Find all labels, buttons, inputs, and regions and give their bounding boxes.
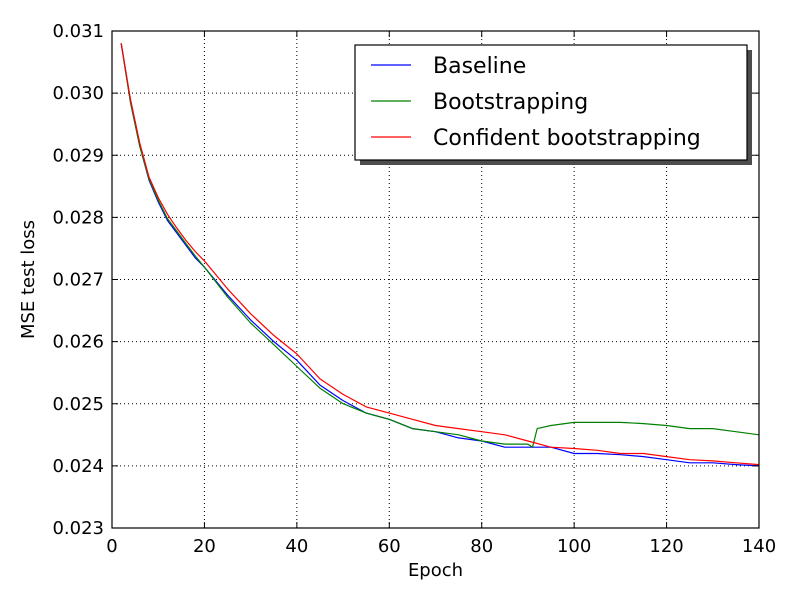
x-axis-label: Epoch — [408, 560, 463, 581]
legend-label-1: Bootstrapping — [433, 90, 588, 115]
y-tick-label: 0.025 — [52, 394, 104, 415]
series-line-2 — [120, 43, 760, 466]
legend-box — [354, 44, 748, 161]
y-tick-label: 0.031 — [52, 21, 104, 42]
y-tick-label: 0.028 — [52, 207, 104, 228]
x-tick-label: 120 — [649, 536, 683, 557]
tick-labels: 0 20 40 60 80 100 120 140 0.023 0.024 0.025 0.026 0.… — [52, 21, 776, 557]
y-tick-label: 0.026 — [52, 332, 104, 353]
y-axis-label: MSE test loss — [18, 220, 39, 339]
y-tick-label: 0.030 — [52, 83, 104, 104]
x-tick-label: 60 — [378, 536, 401, 557]
series-line-1 — [120, 43, 760, 448]
x-tick-label: 20 — [193, 536, 216, 557]
x-tick-label: 0 — [106, 536, 117, 557]
legend: Baseline Bootstrapping Confident bootstrap… — [354, 44, 752, 165]
ticks — [111, 30, 760, 529]
series-layer — [120, 43, 760, 467]
legend-label-2: Confident bootstrapping — [433, 126, 701, 151]
y-tick-label: 0.023 — [52, 518, 104, 539]
y-tick-label: 0.024 — [52, 456, 104, 477]
x-tick-label: 140 — [742, 536, 776, 557]
grid — [112, 31, 759, 528]
x-tick-label: 40 — [285, 536, 308, 557]
legend-label-0: Baseline — [433, 54, 526, 79]
y-tick-label: 0.027 — [52, 270, 104, 291]
y-tick-label: 0.029 — [52, 145, 104, 166]
x-tick-label: 80 — [470, 536, 493, 557]
x-tick-label: 100 — [557, 536, 591, 557]
